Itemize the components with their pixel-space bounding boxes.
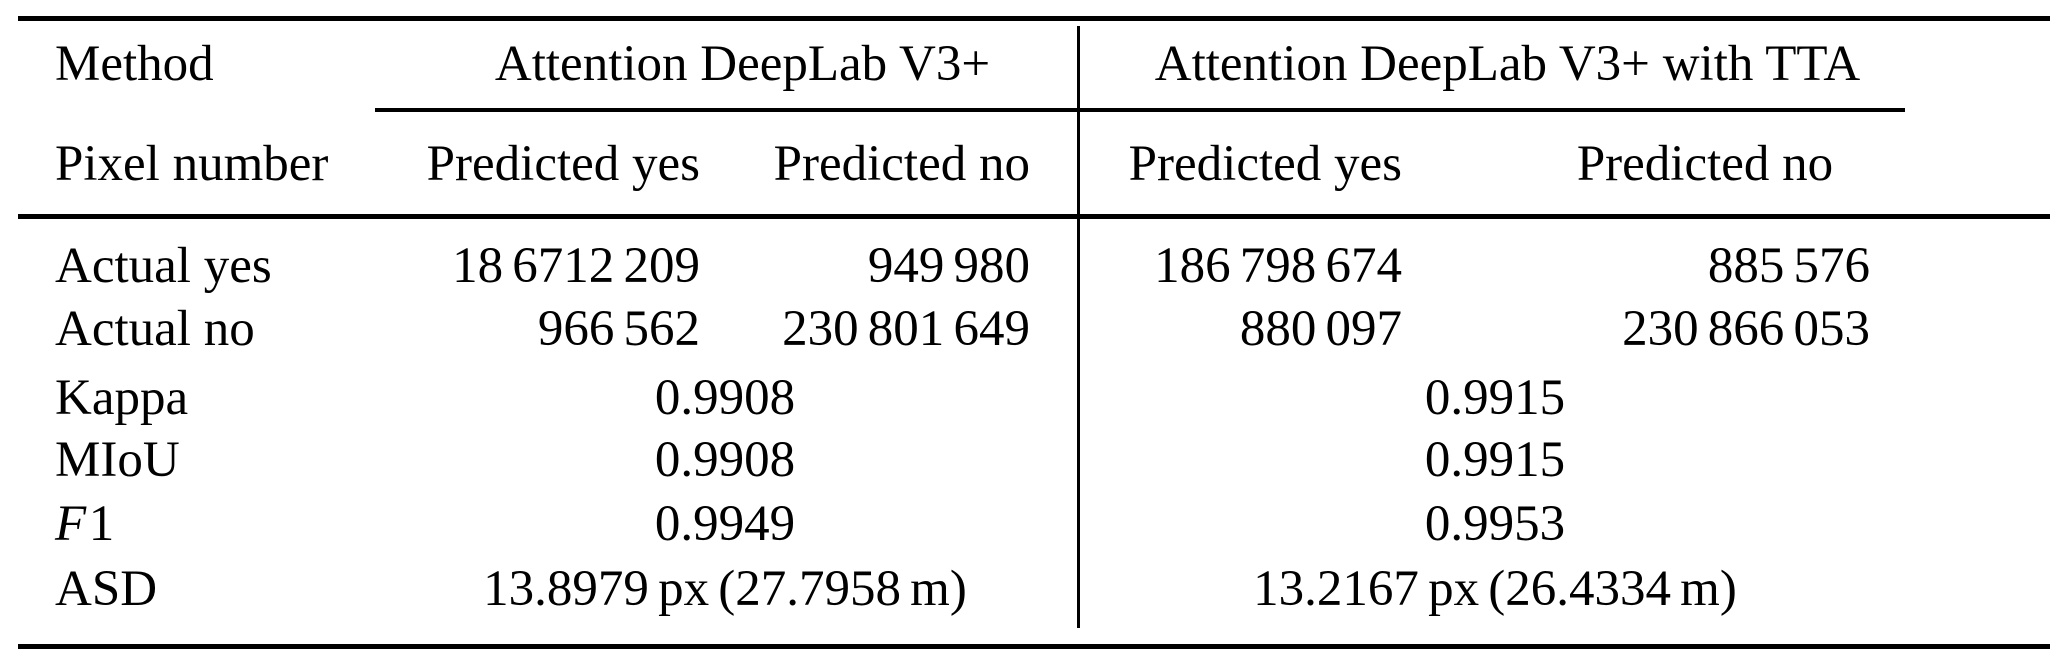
cell-actual-no-g2-predicted-no: 230 866 053 [1622,301,1870,357]
table-top-rule [18,16,2050,21]
cell-actual-yes-g2-predicted-yes: 186 798 674 [1154,238,1402,294]
row-label-asd: ASD [55,561,158,617]
row-label-actual-no: Actual no [55,301,255,357]
cell-actual-no-g1-predicted-no: 230 801 649 [782,301,1030,357]
f1-label-digit: 1 [88,496,115,552]
cell-f1-g1-value: 0.9949 [654,496,796,552]
cell-miou-g1-value: 0.9908 [654,432,796,488]
group2-header-cell: Attention DeepLab V3+ with TTA [1154,36,1861,92]
row-label-actual-yes: Actual yes [55,238,272,294]
method-header-cell: Method [55,36,214,92]
cell-actual-yes-g1-predicted-yes: 18 6712 209 [452,238,700,294]
row-label-f1: F1 [55,493,375,555]
cell-f1-g2-value: 0.9953 [1424,496,1566,552]
group2-predicted-yes-header: Predicted yes [1128,136,1402,192]
row-label-miou: MIoU [55,432,180,488]
column-group-divider [1077,26,1080,628]
group1-header-cell: Attention DeepLab V3+ [494,36,991,92]
cell-kappa-g2-value: 0.9915 [1424,370,1566,426]
row-label-kappa: Kappa [55,370,189,426]
cell-asd-g2-value: 13.2167 px (26.4334 m) [1253,561,1737,617]
cell-miou-g2-value: 0.9915 [1424,432,1566,488]
group1-predicted-yes-header: Predicted yes [426,136,700,192]
cell-kappa-g1-value: 0.9908 [654,370,796,426]
table-header-separator-rule [18,214,2050,219]
cell-actual-yes-g1-predicted-no: 949 980 [867,238,1030,294]
f1-label-italic-f: F [55,496,87,552]
cell-actual-no-g1-predicted-yes: 966 562 [537,301,700,357]
cell-actual-yes-g2-predicted-no: 885 576 [1707,238,1870,294]
pixel-number-header-cell: Pixel number [55,136,329,192]
group-header-underline-rule [375,108,1905,112]
group1-predicted-no-header: Predicted no [773,136,1030,192]
group2-predicted-no-header: Predicted no [1576,136,1834,192]
cell-actual-no-g2-predicted-yes: 880 097 [1239,301,1402,357]
table-bottom-rule [18,644,2050,649]
cell-asd-g1-value: 13.8979 px (27.7958 m) [483,561,967,617]
